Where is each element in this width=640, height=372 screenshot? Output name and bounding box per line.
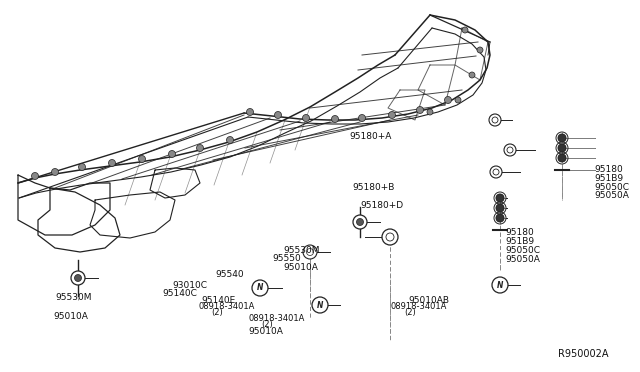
Circle shape [312,297,328,313]
Circle shape [558,134,566,142]
Circle shape [138,155,145,163]
Text: 95550: 95550 [272,254,301,263]
Circle shape [489,114,501,126]
Text: 95050A: 95050A [594,191,628,200]
Text: 95180: 95180 [506,228,534,237]
Text: N: N [257,283,263,292]
Circle shape [496,204,504,212]
Circle shape [496,194,504,202]
Text: 95010A: 95010A [53,312,88,321]
Circle shape [227,137,234,144]
Text: 95540: 95540 [216,270,244,279]
Text: (2): (2) [261,320,273,329]
Circle shape [490,166,502,178]
Circle shape [462,27,468,33]
Text: 951B9: 951B9 [506,237,535,246]
Circle shape [469,72,475,78]
Circle shape [358,115,365,122]
Circle shape [353,215,367,229]
Circle shape [388,112,396,119]
Text: R950002A: R950002A [558,349,609,359]
Text: N: N [497,280,503,289]
Circle shape [196,144,204,151]
Text: 93010C: 93010C [173,281,208,290]
Text: 95530M: 95530M [56,293,92,302]
Text: 951B9: 951B9 [594,174,623,183]
Text: 95140C: 95140C [163,289,197,298]
Circle shape [504,144,516,156]
Text: (2): (2) [404,308,416,317]
Text: 95010A: 95010A [283,263,317,272]
Circle shape [332,115,339,122]
Text: 95180: 95180 [594,165,623,174]
Circle shape [109,160,115,167]
Circle shape [558,144,566,152]
Circle shape [51,169,58,176]
Text: 95010AB: 95010AB [408,296,449,305]
Text: 08918-3401A: 08918-3401A [248,314,305,323]
Text: 95050C: 95050C [594,183,629,192]
Circle shape [558,154,566,162]
Text: 95140E: 95140E [201,296,236,305]
Circle shape [382,229,398,245]
Circle shape [477,47,483,53]
Text: 95180+B: 95180+B [352,183,394,192]
Circle shape [31,173,38,180]
Circle shape [445,96,451,103]
Circle shape [74,275,81,282]
Circle shape [455,97,461,103]
Text: 95050C: 95050C [506,246,541,255]
Circle shape [246,109,253,115]
Text: 95180+A: 95180+A [349,132,392,141]
Text: 08918-3401A: 08918-3401A [390,302,447,311]
Circle shape [303,245,317,259]
Text: 95050A: 95050A [506,255,540,264]
Circle shape [71,271,85,285]
Circle shape [427,109,433,115]
Circle shape [417,106,424,113]
Circle shape [275,112,282,119]
Circle shape [496,214,504,222]
Text: 95010A: 95010A [248,327,283,336]
Circle shape [252,280,268,296]
Text: (2): (2) [211,308,223,317]
Text: 95180+D: 95180+D [360,201,403,210]
Circle shape [492,277,508,293]
Circle shape [356,218,364,225]
Circle shape [303,115,310,122]
Text: 95530M: 95530M [283,246,319,255]
Text: N: N [317,301,323,310]
Circle shape [168,151,175,157]
Circle shape [79,164,86,170]
Text: 08918-3401A: 08918-3401A [198,302,255,311]
